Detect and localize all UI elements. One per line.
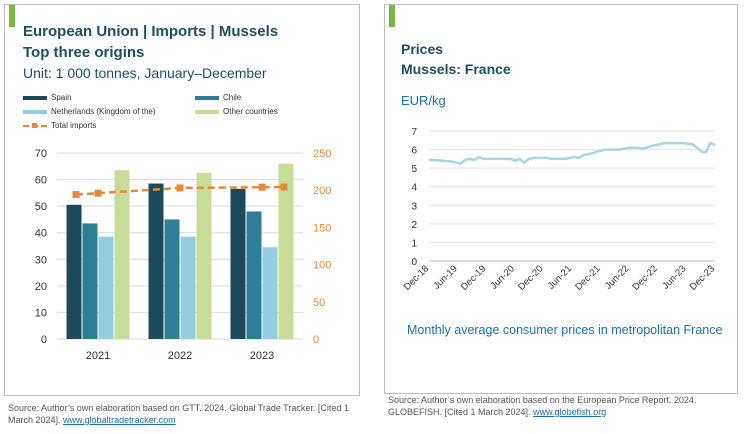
x-tick-label: Jun-21 <box>546 263 574 291</box>
y-tick-label: 20 <box>35 281 47 293</box>
bar-spain-2023 <box>230 188 246 339</box>
legend-swatch-chile <box>195 95 219 100</box>
bar-spain-2021 <box>66 204 82 339</box>
x-tick-label: Jun-22 <box>603 263 631 291</box>
y-tick-label: 60 <box>35 175 47 187</box>
right-source-text: Source: Author’s own elaboration based o… <box>388 395 697 417</box>
x-tick-label: Jun-20 <box>489 263 517 291</box>
panel-accent-bar <box>9 5 15 27</box>
imports-bar-chart: 0 10 20 30 40 50 60 70 0 50 100 150 200 250 2021 2022 20… <box>35 148 332 362</box>
y-tick-label: 10 <box>35 307 47 319</box>
bar-other-2023 <box>278 163 294 339</box>
bar-netherlands-2022 <box>180 236 196 339</box>
legend-swatch-spain <box>23 95 47 100</box>
legend-item-netherlands: Netherlands (Kingdom of the) <box>23 107 156 116</box>
bar-chile-2023 <box>246 211 262 339</box>
chart-title-line1: European Union | Imports | Mussels <box>23 23 279 40</box>
y2-tick-label: 50 <box>313 297 325 309</box>
left-source-note: Source: Author’s own elaboration based o… <box>8 402 358 426</box>
y-tick-label: 70 <box>35 148 47 160</box>
y-tick-label: 0 <box>41 334 47 346</box>
bar-netherlands-2023 <box>262 247 278 339</box>
y2-tick-label: 200 <box>313 185 331 197</box>
x-tick-label: Jun-19 <box>431 263 459 291</box>
bar-other-2022 <box>196 172 212 339</box>
y-tick-label: 6 <box>411 146 417 157</box>
prices-title: Prices Mussels: France <box>401 39 511 79</box>
total-imports-point <box>176 184 184 192</box>
x-tick-label: Dec-20 <box>516 263 545 292</box>
x-tick-label: 2023 <box>250 350 274 362</box>
imports-chart-panel: European Union | Imports | Mussels Top t… <box>4 4 360 396</box>
prices-title-line2: Mussels: France <box>401 61 511 77</box>
y-tick-label: 7 <box>411 127 417 138</box>
y2-tick-label: 150 <box>313 222 331 234</box>
total-imports-point <box>280 183 288 191</box>
prices-unit: EUR/kg <box>401 93 446 108</box>
right-source-note: Source: Author’s own elaboration based o… <box>388 394 742 418</box>
prices-caption: Monthly average consumer prices in metro… <box>407 323 723 337</box>
legend-label-netherlands: Netherlands (Kingdom of the) <box>51 107 156 116</box>
bar-other-2021 <box>114 170 130 339</box>
y-tick-label: 2 <box>411 220 417 231</box>
y2-tick-label: 100 <box>313 260 331 272</box>
legend-item-chile: Chile <box>195 93 241 102</box>
y-tick-label: 4 <box>411 183 417 194</box>
bar-chile-2022 <box>164 219 180 339</box>
legend-item-other: Other countries <box>195 107 278 116</box>
x-tick-label: 2021 <box>86 350 110 362</box>
x-tick-label: Dec-23 <box>688 263 717 292</box>
bar-chile-2021 <box>82 223 98 339</box>
bar-spain-2022 <box>148 183 164 339</box>
legend-label-chile: Chile <box>223 93 242 102</box>
y2-tick-label: 0 <box>313 334 319 346</box>
y-tick-label: 0 <box>411 257 417 268</box>
chart-unit: Unit: 1 000 tonnes, January–December <box>23 65 267 81</box>
legend-swatch-total <box>23 122 47 128</box>
prices-chart-panel: Prices Mussels: France EUR/kg 0 1 2 3 4 5 6 7 De… <box>384 4 738 394</box>
y-tick-label: 1 <box>411 238 417 249</box>
legend-label-spain: Spain <box>51 93 72 102</box>
x-tick-label: Dec-21 <box>573 263 602 292</box>
legend-item-total: Total imports <box>23 121 96 130</box>
total-imports-point <box>94 189 102 197</box>
y-tick-label: 50 <box>35 201 47 213</box>
left-source-text: Source: Author’s own elaboration based o… <box>8 403 349 425</box>
legend-label-total: Total imports <box>51 121 97 130</box>
bar-netherlands-2021 <box>98 236 114 339</box>
chart-title: European Union | Imports | Mussels Top t… <box>23 21 278 63</box>
total-imports-point <box>72 191 80 199</box>
total-imports-point <box>258 183 266 191</box>
left-source-link[interactable]: www.globaltradetracker.com <box>63 415 176 425</box>
y-tick-label: 5 <box>411 164 417 175</box>
chart-title-line2: Top three origins <box>23 44 145 61</box>
panel-accent-bar <box>389 5 395 27</box>
x-tick-label: Dec-19 <box>459 263 488 292</box>
x-tick-label: Jun-23 <box>660 263 688 291</box>
y2-tick-label: 250 <box>313 148 331 160</box>
y-tick-label: 40 <box>35 228 47 240</box>
x-tick-label: Dec-22 <box>630 263 659 292</box>
legend-label-other: Other countries <box>223 107 278 116</box>
right-source-link[interactable]: www.globefish.org <box>533 407 607 417</box>
prices-title-line1: Prices <box>401 41 444 57</box>
price-series-line <box>428 141 716 165</box>
legend-swatch-other <box>195 109 219 114</box>
y-tick-label: 3 <box>411 201 417 212</box>
x-tick-label: 2022 <box>168 350 192 362</box>
legend-swatch-netherlands <box>23 109 47 114</box>
y-tick-label: 30 <box>35 254 47 266</box>
legend-item-spain: Spain <box>23 93 71 102</box>
